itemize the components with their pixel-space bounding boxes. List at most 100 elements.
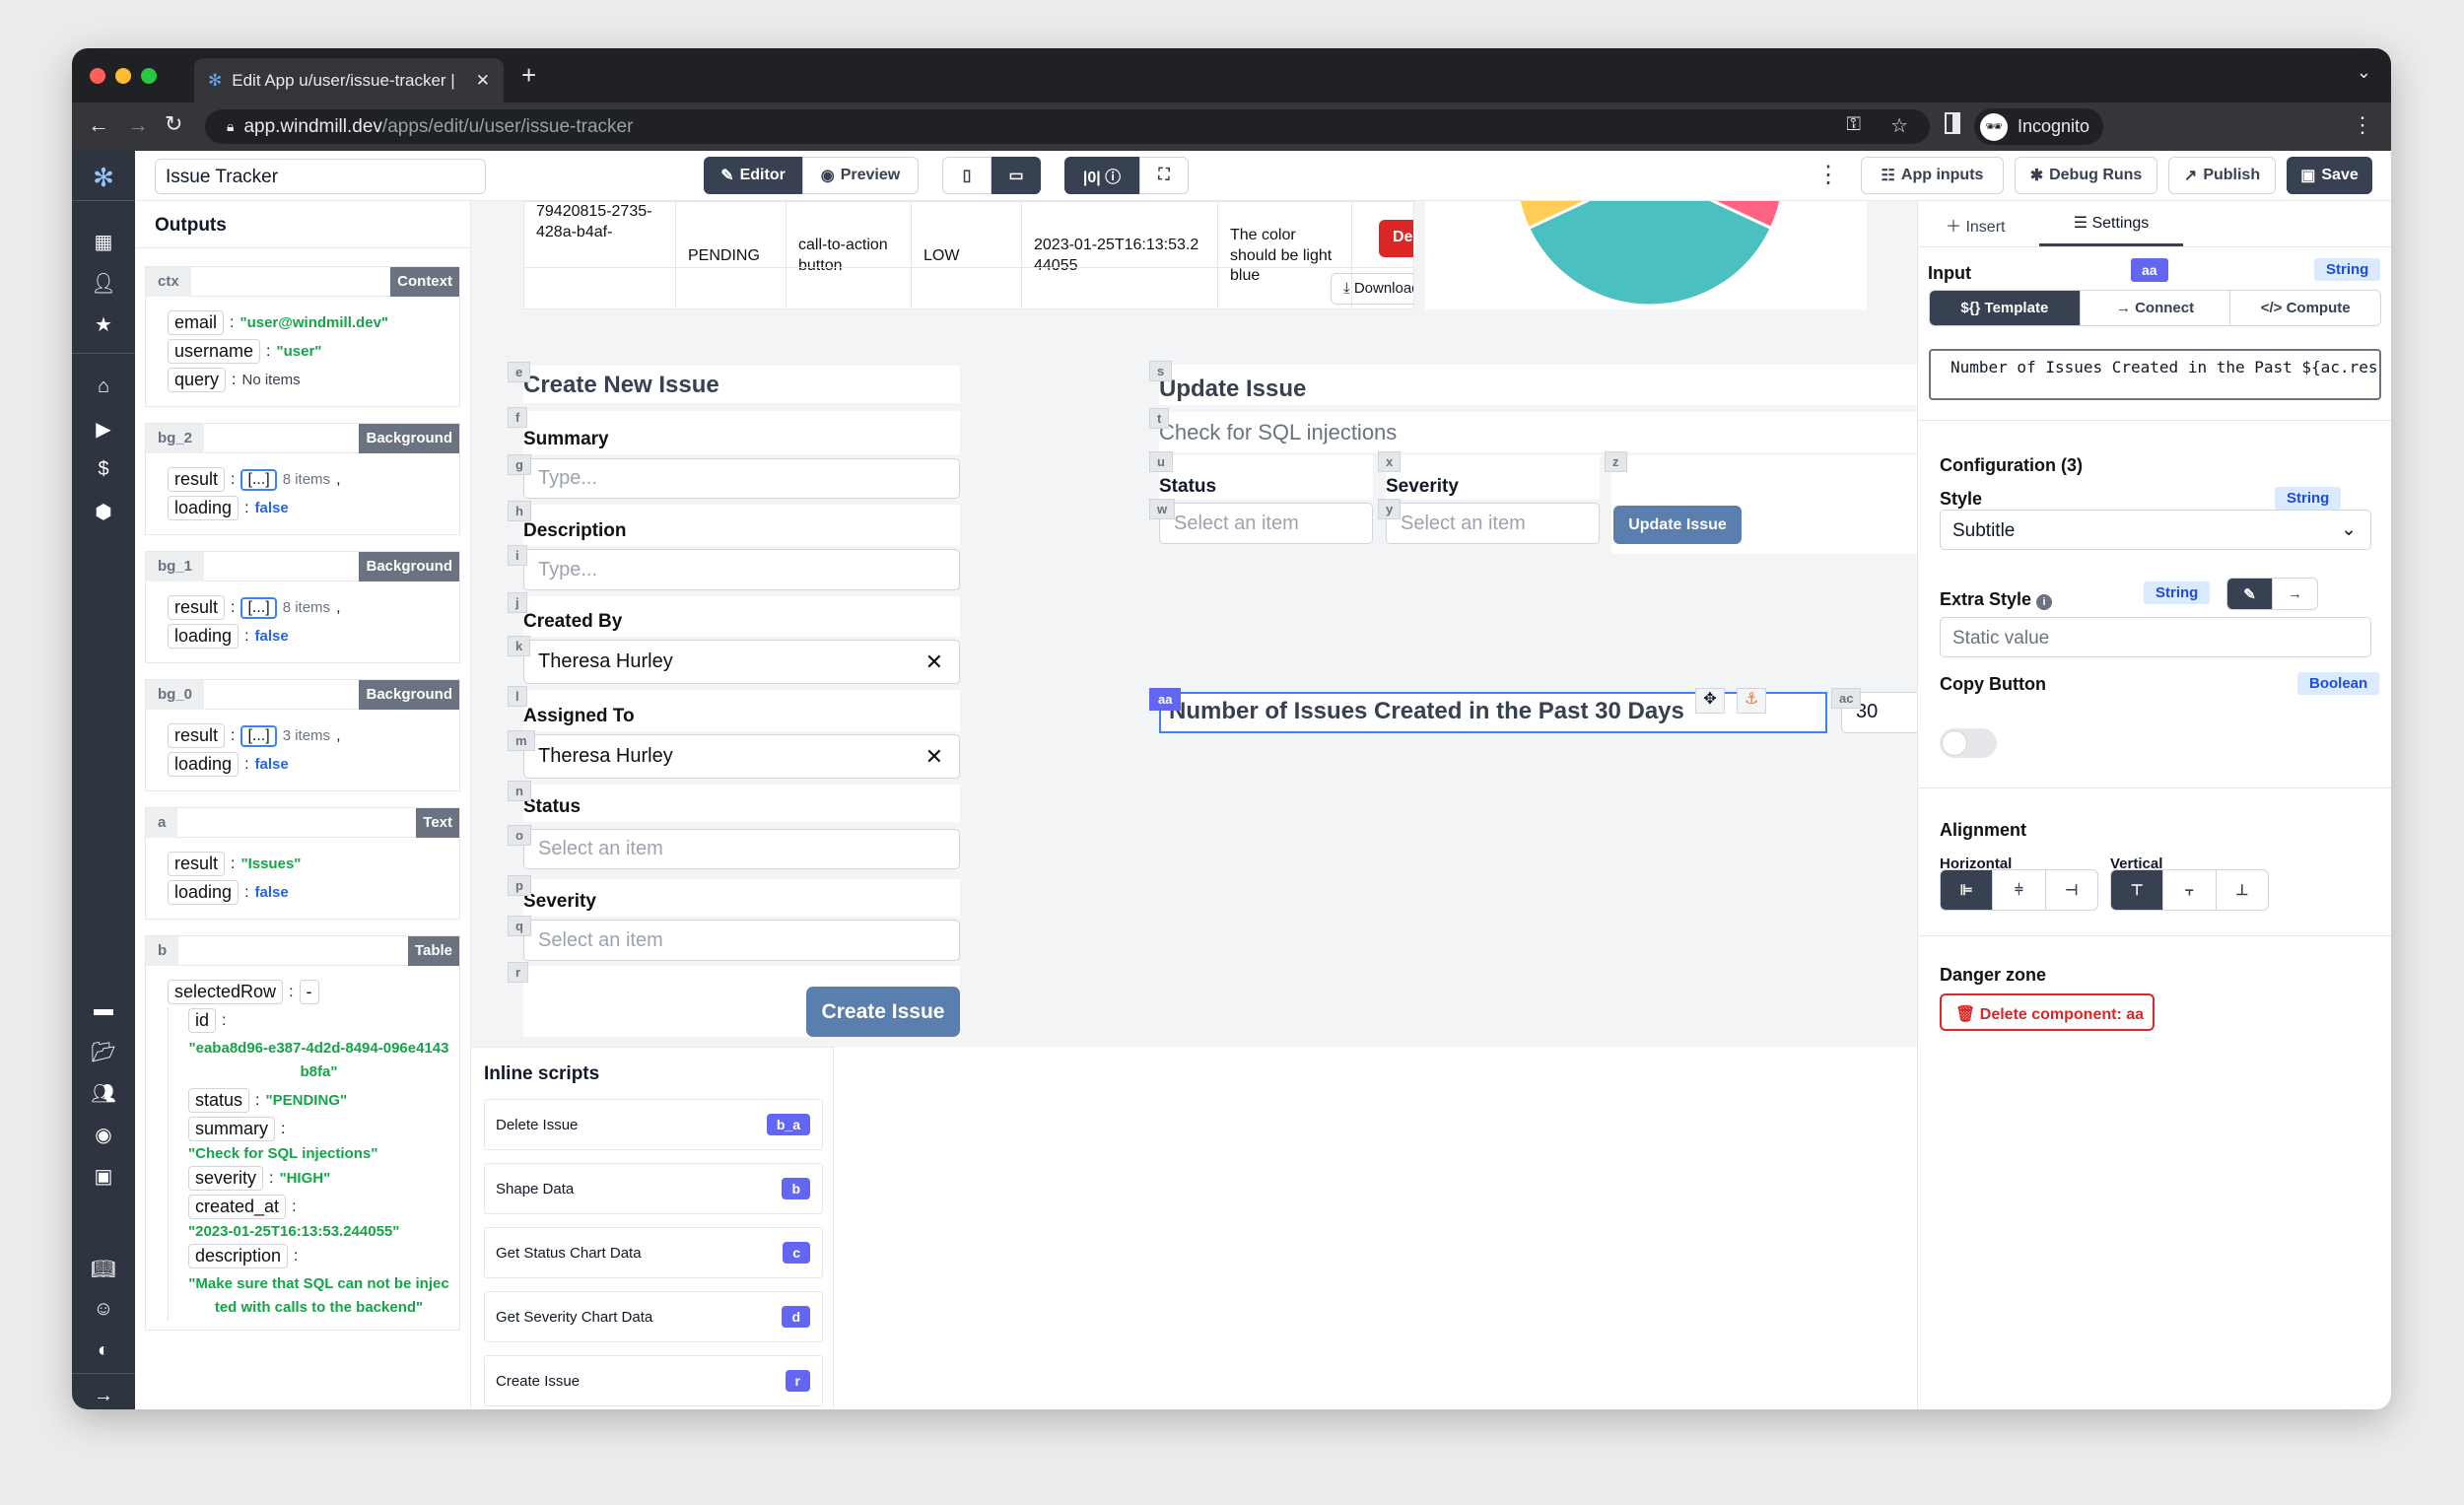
dollar-icon[interactable]: $ <box>98 458 109 480</box>
workspace-icon[interactable]: ▦ <box>94 232 113 253</box>
output-key[interactable]: result <box>168 467 226 492</box>
forward-icon[interactable]: → <box>127 112 149 137</box>
eye-icon[interactable]: ◉ <box>95 1125 112 1146</box>
move-handle-icon[interactable]: ✥ <box>1695 688 1725 714</box>
output-key[interactable]: result <box>168 595 226 620</box>
bot-icon[interactable]: ▣ <box>94 1166 113 1188</box>
update-issue-button[interactable]: Update Issue <box>1613 506 1742 544</box>
debug-runs-button[interactable]: ✱ Debug Runs <box>2015 157 2157 194</box>
expand-array-button[interactable]: [...] <box>240 724 277 747</box>
clear-icon[interactable]: ✕ <box>924 743 943 769</box>
key-icon[interactable]: ⚿ <box>1846 114 1861 135</box>
play-icon[interactable]: ▶ <box>96 419 111 441</box>
output-key[interactable]: summary <box>188 1117 276 1141</box>
editor-mode-button[interactable]: ✎ Editor <box>704 157 802 194</box>
minimize-window-button[interactable] <box>115 68 131 84</box>
inline-script-item[interactable]: Shape Data b <box>484 1163 823 1214</box>
form-input[interactable]: Select an item <box>523 920 960 961</box>
template-mode-button[interactable]: ${} Template <box>1930 291 2081 325</box>
severity-select[interactable]: Select an item <box>1386 503 1600 544</box>
tab-list-chevron-icon[interactable]: ⌄ <box>2356 62 2371 82</box>
url-field[interactable]: 🔒︎ app.windmill.dev/apps/edit/u/user/iss… <box>205 109 1930 144</box>
output-key[interactable]: status <box>188 1088 250 1113</box>
pie-slice[interactable] <box>1650 201 1784 231</box>
output-key[interactable]: email <box>168 310 225 335</box>
docs-book-icon[interactable]: 📖︎ <box>91 1259 116 1280</box>
preview-mode-button[interactable]: ◉ Preview <box>802 157 919 194</box>
home-icon[interactable]: ⌂ <box>97 376 110 397</box>
insert-tab[interactable]: ＋ Insert <box>1946 213 2005 237</box>
calendar-icon[interactable]: ▬ <box>94 998 113 1020</box>
close-window-button[interactable] <box>90 68 105 84</box>
form-input[interactable]: Type... <box>523 549 960 590</box>
inline-script-item[interactable]: Create Issue r <box>484 1355 823 1406</box>
download-button[interactable]: ⤓ Download <box>1331 273 1413 305</box>
info-icon[interactable]: i <box>2036 594 2053 610</box>
settings-tab[interactable]: ☰ Settings <box>2039 201 2183 246</box>
browser-tab[interactable]: ✻ Edit App u/user/issue-tracker | ✕ <box>194 58 504 103</box>
browser-menu-icon[interactable]: ⋮ <box>2352 112 2373 137</box>
user-select[interactable]: Theresa Hurley ✕ <box>523 640 960 684</box>
publish-button[interactable]: ↗ Publish <box>2168 157 2276 194</box>
delete-component-button[interactable]: 🗑︎ Delete component: aa <box>1940 993 2155 1031</box>
form-input[interactable]: Type... <box>523 458 960 499</box>
app-name-input[interactable]: Issue Tracker <box>155 159 486 194</box>
create-issue-button[interactable]: Create Issue <box>806 987 960 1037</box>
output-key[interactable]: loading <box>168 624 240 649</box>
more-menu-icon[interactable]: ⋮ <box>1816 162 1840 188</box>
desktop-view-button[interactable]: ▭ <box>992 157 1041 194</box>
output-key[interactable]: id <box>188 1008 217 1033</box>
output-key[interactable]: created_at <box>188 1195 287 1219</box>
align-right-icon[interactable]: ⊣ <box>2065 882 2079 899</box>
output-key[interactable]: result <box>168 723 226 748</box>
pie-slice[interactable] <box>1516 201 1650 231</box>
side-panel-icon[interactable] <box>1945 112 1960 134</box>
align-top-icon[interactable]: ⊤ <box>2111 870 2164 910</box>
save-button[interactable]: ▣ Save <box>2287 157 2372 194</box>
groups-icon[interactable]: 👥︎ <box>91 1083 116 1105</box>
folder-icon[interactable]: 📂︎ <box>91 1042 116 1063</box>
delete-row-button[interactable]: Delete <box>1379 220 1413 257</box>
copy-button-toggle[interactable] <box>1940 728 1997 758</box>
app-inputs-button[interactable]: ☷ App inputs <box>1861 157 2004 194</box>
style-select[interactable]: Subtitle ⌄ <box>1940 510 2371 550</box>
reload-icon[interactable]: ↻ <box>165 111 183 136</box>
user-select[interactable]: Theresa Hurley ✕ <box>523 734 960 779</box>
connect-arrow-icon[interactable]: → <box>2288 585 2302 602</box>
compute-mode-button[interactable]: </> Compute <box>2260 300 2351 316</box>
back-icon[interactable]: ← <box>88 112 109 137</box>
fullscreen-button[interactable]: ⛶ <box>1139 157 1189 194</box>
extra-style-input[interactable]: Static value <box>1940 617 2371 657</box>
status-select[interactable]: Select an item <box>1159 503 1373 544</box>
github-icon[interactable]: ◐ <box>97 1339 110 1361</box>
output-key[interactable]: loading <box>168 880 240 905</box>
anchor-icon[interactable]: ⚓︎ <box>1737 688 1766 714</box>
inline-script-item[interactable]: Get Status Chart Data c <box>484 1227 823 1278</box>
output-key[interactable]: result <box>168 852 226 876</box>
inline-script-item[interactable]: Delete Issue b_a <box>484 1099 823 1150</box>
expand-array-button[interactable]: [...] <box>240 468 277 491</box>
align-bottom-icon[interactable]: ⊥ <box>2235 882 2249 899</box>
output-key[interactable]: selectedRow <box>168 980 284 1004</box>
expand-array-button[interactable]: [...] <box>240 596 277 619</box>
align-left-icon[interactable]: ⊫ <box>1941 870 1994 910</box>
new-tab-button[interactable]: + <box>521 60 537 90</box>
align-middle-icon[interactable]: ⫟ <box>2163 870 2217 910</box>
discord-icon[interactable]: ☺ <box>93 1298 114 1320</box>
component-ids-toggle[interactable]: |0| ⓘ <box>1064 157 1139 194</box>
star-icon[interactable]: ★ <box>95 314 112 336</box>
clear-icon[interactable]: ✕ <box>924 649 943 674</box>
template-code-editor[interactable]: Number of Issues Created in the Past ${a… <box>1929 349 2381 400</box>
static-mode-pencil-icon[interactable]: ✎ <box>2227 579 2273 609</box>
number-input-ac[interactable]: 30 <box>1841 692 1917 733</box>
inline-script-item[interactable]: Get Severity Chart Data d <box>484 1291 823 1342</box>
align-center-icon[interactable]: ⫩ <box>1993 870 2046 910</box>
expand-sidebar-icon[interactable]: → <box>94 1385 113 1406</box>
pie-slice[interactable] <box>1526 201 1774 308</box>
form-input[interactable]: Select an item <box>523 829 960 869</box>
maximize-window-button[interactable] <box>141 68 157 84</box>
cubes-icon[interactable]: ⬢ <box>95 502 112 523</box>
incognito-profile[interactable]: 🕶︎ Incognito <box>1974 108 2104 145</box>
output-key[interactable]: username <box>168 339 261 364</box>
output-key[interactable]: description <box>188 1244 289 1268</box>
